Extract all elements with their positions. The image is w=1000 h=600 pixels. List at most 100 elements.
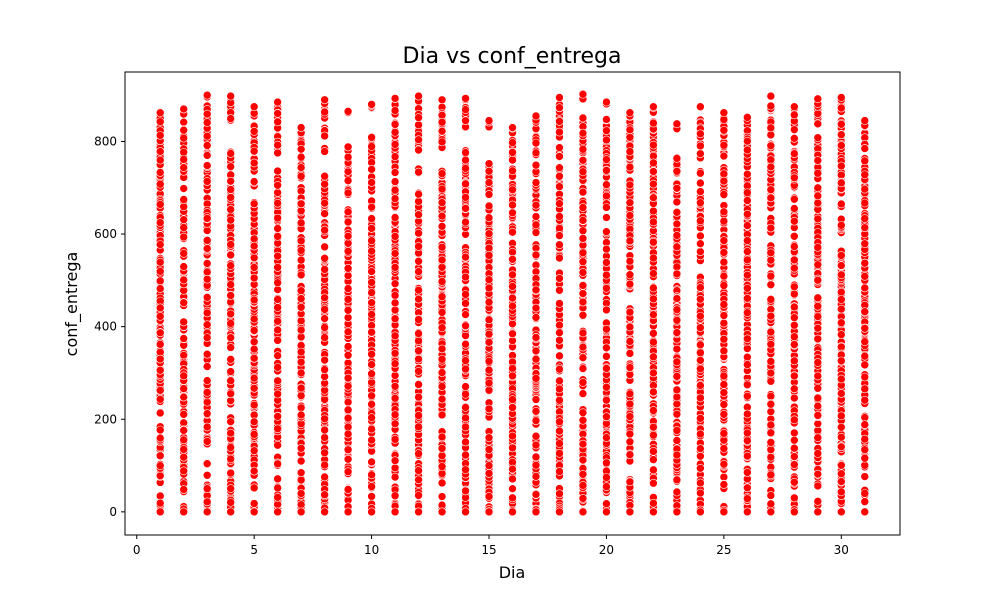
- data-point: [320, 490, 329, 500]
- data-point: [414, 210, 423, 219]
- data-point: [531, 354, 541, 364]
- data-point: [649, 337, 658, 347]
- data-point: [743, 494, 752, 503]
- data-point: [367, 142, 376, 151]
- data-point: [155, 131, 165, 140]
- data-point: [484, 166, 494, 176]
- data-point: [320, 265, 329, 274]
- data-point: [790, 204, 799, 213]
- data-point: [508, 166, 517, 176]
- data-point: [249, 314, 259, 324]
- data-point: [555, 364, 564, 374]
- data-point: [414, 507, 423, 517]
- data-point: [790, 149, 799, 158]
- data-point: [320, 305, 329, 314]
- data-point: [179, 298, 189, 307]
- data-point: [226, 309, 235, 319]
- data-point: [273, 493, 282, 502]
- data-point: [555, 171, 564, 181]
- data-point: [836, 161, 846, 171]
- data-point: [179, 371, 189, 381]
- data-point: [766, 438, 776, 447]
- data-point: [555, 163, 564, 172]
- data-point: [508, 208, 517, 218]
- data-point: [766, 280, 776, 290]
- data-point: [625, 198, 635, 207]
- data-point: [296, 163, 306, 172]
- data-point: [555, 507, 564, 517]
- data-point: [249, 337, 259, 347]
- data-point: [249, 483, 259, 493]
- data-point: [578, 439, 588, 449]
- data-point: [813, 191, 823, 201]
- data-point: [696, 187, 705, 196]
- data-point: [226, 507, 235, 517]
- data-point: [320, 225, 329, 235]
- data-point: [296, 475, 306, 485]
- data-point: [766, 507, 776, 517]
- data-point: [484, 507, 494, 517]
- data-point: [226, 149, 235, 158]
- data-point: [649, 310, 658, 319]
- data-point: [578, 455, 588, 465]
- data-point: [155, 168, 165, 177]
- data-point: [696, 451, 705, 461]
- data-point: [531, 250, 541, 260]
- data-point: [555, 489, 564, 499]
- data-point: [414, 354, 423, 364]
- data-point: [343, 397, 353, 407]
- data-point: [602, 305, 611, 315]
- data-point: [766, 399, 776, 409]
- data-point: [414, 267, 423, 276]
- data-point: [343, 342, 353, 351]
- data-point: [202, 459, 212, 469]
- data-point: [672, 219, 682, 229]
- data-point: [766, 445, 776, 455]
- data-point: [249, 146, 259, 156]
- data-point: [696, 294, 705, 304]
- data-point: [602, 203, 611, 212]
- data-point: [343, 217, 353, 227]
- data-point: [155, 461, 165, 471]
- data-point: [461, 105, 470, 114]
- data-point: [461, 389, 470, 399]
- data-point: [672, 426, 682, 435]
- data-point: [273, 412, 282, 421]
- data-point: [578, 297, 588, 307]
- data-point: [743, 468, 752, 477]
- data-point: [249, 273, 259, 283]
- data-point: [696, 102, 705, 112]
- data-point: [602, 458, 611, 468]
- data-point: [766, 255, 776, 265]
- data-point: [296, 316, 306, 326]
- data-point: [390, 177, 400, 186]
- data-point: [390, 213, 400, 222]
- data-point: [273, 198, 282, 208]
- data-point: [766, 428, 776, 438]
- data-point: [179, 195, 189, 204]
- data-point: [484, 243, 494, 253]
- data-point: [249, 263, 259, 272]
- data-point: [390, 393, 400, 403]
- data-point: [578, 144, 588, 154]
- x-tick-label: 20: [599, 543, 614, 557]
- data-point: [578, 216, 588, 225]
- data-point: [813, 449, 823, 458]
- data-point: [202, 437, 212, 446]
- data-point: [719, 507, 729, 517]
- data-point: [367, 298, 376, 307]
- data-point: [602, 270, 611, 280]
- data-point: [320, 385, 329, 395]
- data-point: [766, 295, 776, 304]
- data-point: [390, 185, 400, 195]
- data-point: [343, 295, 353, 304]
- data-point: [367, 369, 376, 379]
- data-point: [672, 372, 682, 381]
- data-point: [343, 429, 353, 439]
- data-point: [672, 242, 682, 252]
- data-point: [766, 339, 776, 349]
- data-point: [202, 141, 212, 150]
- data-point: [273, 232, 282, 241]
- data-point: [578, 469, 588, 479]
- data-point: [226, 185, 235, 194]
